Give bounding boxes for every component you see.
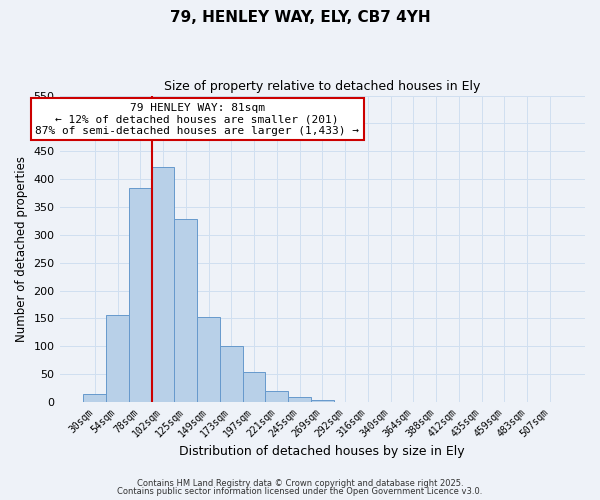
Bar — [83, 394, 106, 402]
X-axis label: Distribution of detached houses by size in Ely: Distribution of detached houses by size … — [179, 444, 465, 458]
Bar — [265, 391, 288, 402]
Text: 79 HENLEY WAY: 81sqm
← 12% of detached houses are smaller (201)
87% of semi-deta: 79 HENLEY WAY: 81sqm ← 12% of detached h… — [35, 103, 359, 136]
Bar — [242, 372, 265, 402]
Bar — [106, 314, 129, 402]
Bar — [220, 346, 242, 402]
Title: Size of property relative to detached houses in Ely: Size of property relative to detached ho… — [164, 80, 481, 93]
Y-axis label: Number of detached properties: Number of detached properties — [15, 156, 28, 342]
Bar — [175, 220, 197, 402]
Bar — [288, 396, 311, 402]
Text: Contains public sector information licensed under the Open Government Licence v3: Contains public sector information licen… — [118, 487, 482, 496]
Text: Contains HM Land Registry data © Crown copyright and database right 2025.: Contains HM Land Registry data © Crown c… — [137, 478, 463, 488]
Bar — [129, 188, 152, 402]
Bar — [152, 167, 175, 402]
Text: 79, HENLEY WAY, ELY, CB7 4YH: 79, HENLEY WAY, ELY, CB7 4YH — [170, 10, 430, 25]
Bar — [197, 318, 220, 402]
Bar — [311, 400, 334, 402]
